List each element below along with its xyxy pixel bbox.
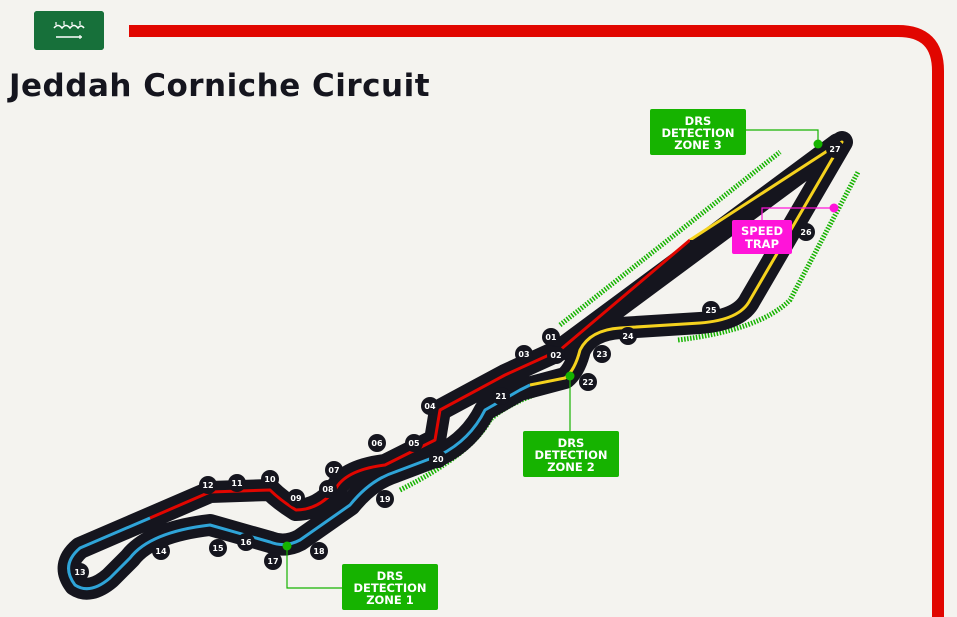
turn-label: 13 — [74, 568, 85, 577]
turn-marker: 16 — [237, 533, 255, 551]
turn-label: 22 — [582, 378, 593, 387]
turn-label: 25 — [705, 306, 717, 315]
turn-markers: 01 02 03 04 05 06 07 08 09 10 11 12 13 1… — [71, 140, 844, 581]
turn-label: 08 — [322, 485, 334, 494]
turn-marker: 17 — [264, 552, 282, 570]
turn-label: 07 — [328, 466, 339, 475]
turn-label: 24 — [622, 332, 634, 341]
turn-label: 16 — [240, 538, 252, 547]
turn-label: 02 — [550, 351, 561, 360]
turn-label: 04 — [424, 402, 436, 411]
turn-marker: 14 — [152, 542, 170, 560]
chequered-flag-icon — [690, 240, 706, 252]
turn-marker: 11 — [228, 474, 246, 492]
turn-marker: 15 — [209, 539, 227, 557]
turn-marker: 09 — [287, 489, 305, 507]
drs-box-text: DRS — [377, 569, 404, 583]
track-outline — [57, 131, 853, 600]
turn-label: 15 — [212, 544, 224, 553]
turn-marker: 12 — [199, 476, 217, 494]
turn-marker: 05 — [405, 434, 423, 452]
turn-label: 03 — [518, 350, 529, 359]
drs-box-text: DETECTION — [534, 448, 607, 462]
turn-label: 26 — [800, 228, 812, 237]
turn-marker: 07 — [325, 461, 343, 479]
turn-label: 11 — [231, 479, 243, 488]
turn-marker: 25 — [702, 301, 720, 319]
turn-marker: 04 — [421, 397, 439, 415]
turn-label: 14 — [155, 547, 167, 556]
turn-marker: 26 — [797, 223, 815, 241]
drs-box-text: DRS — [685, 114, 712, 128]
drs-zone-3-box: DRS DETECTION ZONE 3 — [650, 109, 746, 155]
drs-detection-point-2 — [565, 371, 575, 381]
drs-detection-point-1 — [282, 541, 292, 551]
turn-marker: 06 — [368, 434, 386, 452]
chevron-direction-icon — [638, 284, 652, 295]
circuit-title: Jeddah Corniche Circuit — [9, 68, 431, 104]
turn-marker: 20 — [429, 450, 447, 468]
turn-marker: 19 — [376, 490, 394, 508]
turn-label: 06 — [371, 439, 383, 448]
turn-marker: 10 — [261, 470, 279, 488]
turn-label: 05 — [408, 439, 420, 448]
saudi-flag-icon — [34, 11, 104, 50]
turn-marker: 24 — [619, 327, 637, 345]
turn-marker: 21 — [492, 387, 510, 405]
turn-marker: 03 — [515, 345, 533, 363]
turn-label: 20 — [432, 455, 444, 464]
turn-marker: 18 — [310, 542, 328, 560]
sector-3-line — [529, 140, 844, 387]
speed-trap-point — [829, 203, 839, 213]
turn-label: 09 — [290, 494, 302, 503]
drs-zone-1-box: DRS DETECTION ZONE 1 — [342, 564, 438, 610]
speed-trap-text: SPEED — [741, 224, 783, 238]
turn-label: 21 — [495, 392, 507, 401]
turn-marker: 22 — [579, 373, 597, 391]
drs-box-text: ZONE 3 — [674, 138, 722, 152]
turn-label: 19 — [379, 495, 391, 504]
turn-marker: 13 — [71, 563, 89, 581]
turn-label: 10 — [264, 475, 276, 484]
turn-marker: 23 — [593, 345, 611, 363]
turn-label: 01 — [545, 333, 557, 342]
turn-marker: 02 — [547, 346, 565, 364]
turn-label: 18 — [313, 547, 325, 556]
drs-box-text: DETECTION — [661, 126, 734, 140]
drs-box-text: ZONE 2 — [547, 460, 595, 474]
turn-label: 23 — [596, 350, 607, 359]
speed-trap-text: TRAP — [745, 237, 779, 251]
drs-box-text: DETECTION — [353, 581, 426, 595]
speed-trap-box: SPEED TRAP — [732, 220, 792, 254]
drs-box-text: ZONE 1 — [366, 593, 414, 607]
sector-1-line — [149, 238, 691, 520]
drs-connectors — [286, 129, 834, 589]
turn-label: 12 — [202, 481, 213, 490]
turn-label: 17 — [267, 557, 278, 566]
drs-detection-point-3 — [813, 139, 823, 149]
drs-box-text: DRS — [558, 436, 585, 450]
turn-marker: 08 — [319, 480, 337, 498]
drs-zone-2-box: DRS DETECTION ZONE 2 — [523, 431, 619, 477]
turn-marker: 01 — [542, 328, 560, 346]
turn-label: 27 — [829, 145, 840, 154]
turn-marker: 27 — [826, 140, 844, 158]
